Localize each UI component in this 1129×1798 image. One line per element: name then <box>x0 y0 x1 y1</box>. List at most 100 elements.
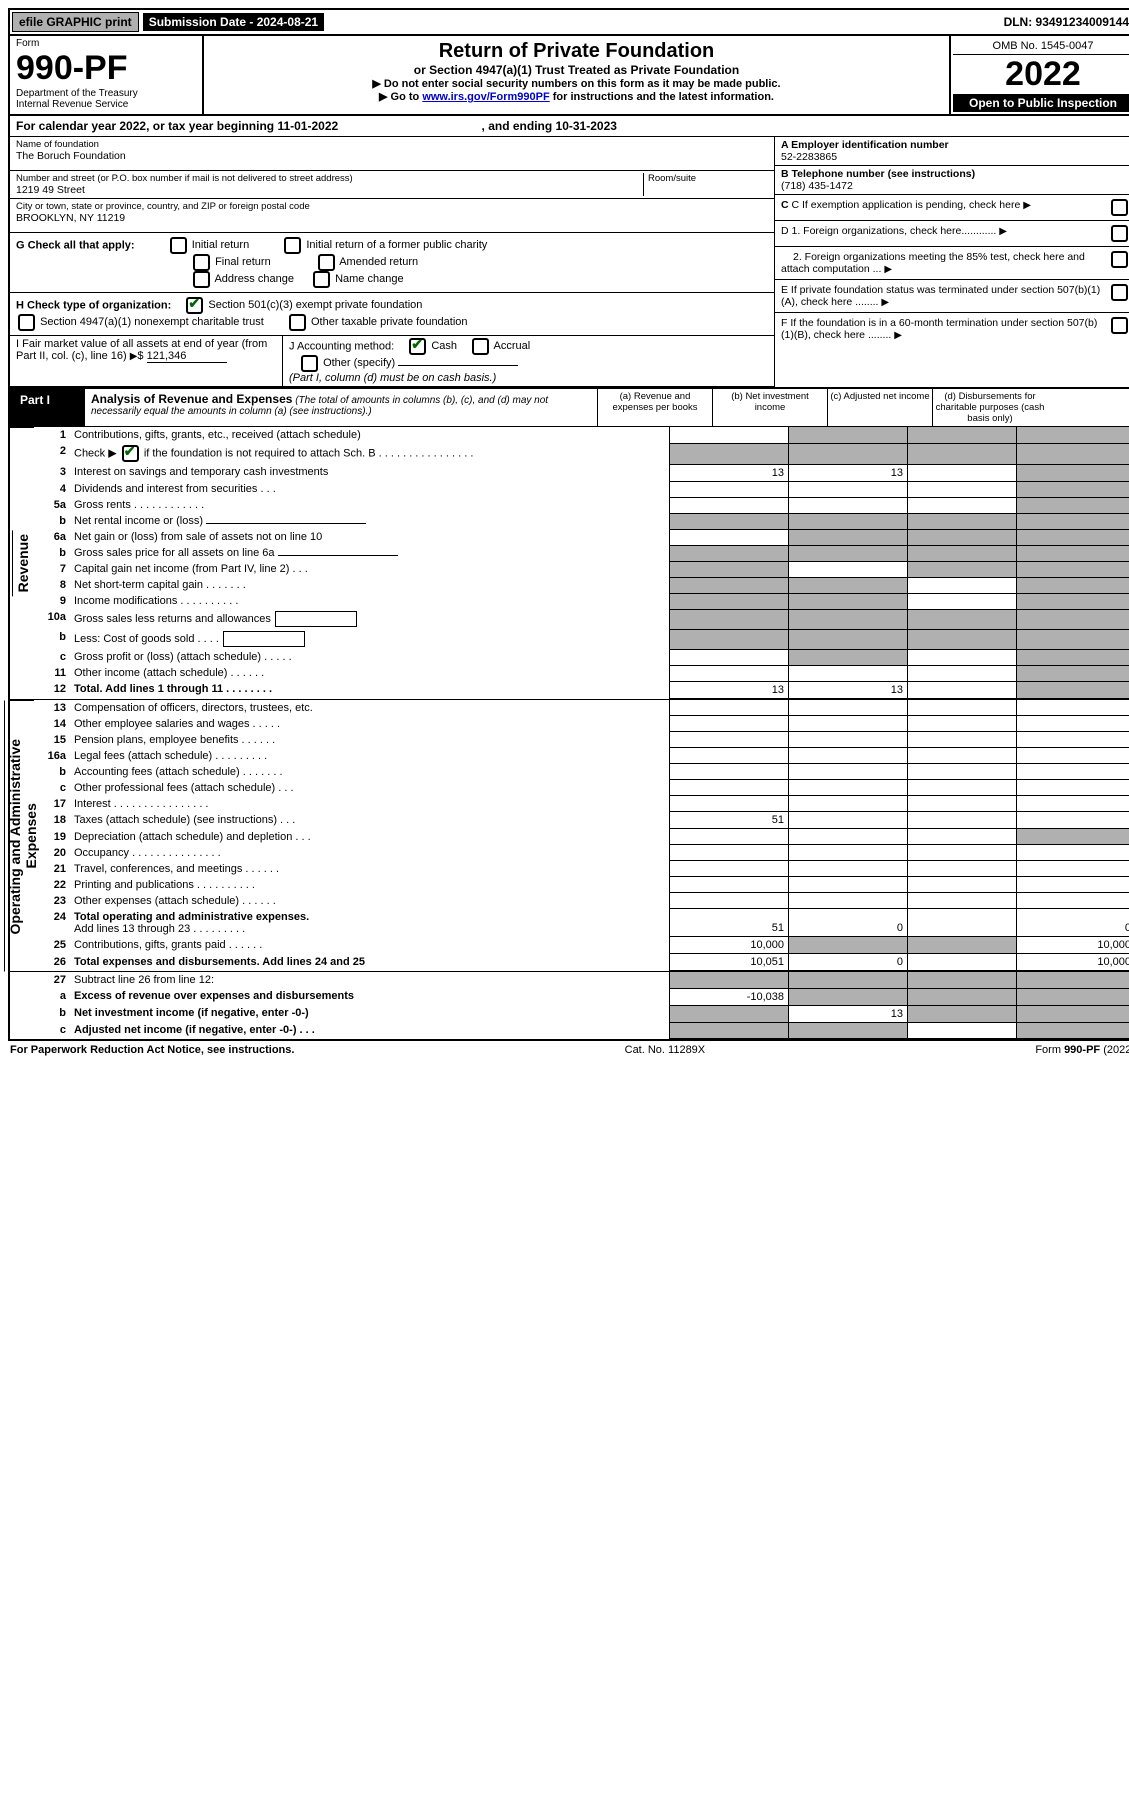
arrow-icon <box>884 263 892 275</box>
line-desc: Net gain or (loss) from sale of assets n… <box>70 529 670 545</box>
line-num: 10a <box>34 609 70 629</box>
d1-label: D 1. Foreign organizations, check here..… <box>781 225 996 237</box>
d1-checkbox[interactable] <box>1111 225 1128 242</box>
j-accrual: Accrual <box>494 340 531 352</box>
g-opt3: Final return <box>215 256 271 268</box>
line-desc: Total. Add lines 1 through 11 . . . . . … <box>70 681 670 698</box>
line-desc: Total operating and administrative expen… <box>70 909 670 937</box>
net-section: 27Subtract line 26 from line 12: aExcess… <box>10 971 1129 1039</box>
part1-title: Analysis of Revenue and Expenses <box>91 392 292 406</box>
form-note1: ▶ Do not enter social security numbers o… <box>208 77 945 90</box>
i-label: I Fair market value of all assets at end… <box>16 338 267 362</box>
c-checkbox[interactable] <box>1111 199 1128 216</box>
schb-checkbox[interactable] <box>122 445 139 462</box>
final-return-checkbox[interactable] <box>193 254 210 271</box>
line-desc: Subtract line 26 from line 12: <box>70 972 670 988</box>
cash-checkbox[interactable] <box>409 338 426 355</box>
efile-button[interactable]: efile GRAPHIC print <box>12 12 139 32</box>
accrual-checkbox[interactable] <box>472 338 489 355</box>
col-d-header: (d) Disbursements for charitable purpose… <box>932 389 1047 426</box>
arrow-icon <box>894 329 902 341</box>
line-desc: Gross sales price for all assets on line… <box>70 545 670 561</box>
d2-checkbox[interactable] <box>1111 251 1128 268</box>
net-table: 27Subtract line 26 from line 12: aExcess… <box>34 972 1129 1039</box>
line-desc: Capital gain net income (from Part IV, l… <box>70 561 670 577</box>
d2-label: 2. Foreign organizations meeting the 85%… <box>781 251 1085 275</box>
line-num: 27 <box>34 972 70 988</box>
footer-left: For Paperwork Reduction Act Notice, see … <box>10 1044 294 1056</box>
arrow-icon <box>881 296 889 308</box>
f-checkbox[interactable] <box>1111 317 1128 334</box>
expenses-section: Operating and Administrative Expenses 13… <box>10 699 1129 972</box>
line-num: b <box>34 1005 70 1022</box>
line-num: 6a <box>34 529 70 545</box>
j-cash: Cash <box>431 340 457 352</box>
h-opt3: Other taxable private foundation <box>311 316 468 328</box>
line-desc: Gross profit or (loss) (attach schedule)… <box>70 649 670 665</box>
form-label: Form <box>16 38 196 49</box>
line-desc: Other professional fees (attach schedule… <box>70 780 670 796</box>
4947a1-checkbox[interactable] <box>18 314 35 331</box>
revenue-side-label: Revenue <box>12 530 33 596</box>
e-label: E If private foundation status was termi… <box>781 284 1100 308</box>
revenue-section: Revenue 1Contributions, gifts, grants, e… <box>10 427 1129 699</box>
j-other: Other (specify) <box>323 357 395 369</box>
arrow-icon <box>999 225 1007 237</box>
line-num: 9 <box>34 593 70 609</box>
cal-year-end: 10-31-2023 <box>556 119 617 133</box>
j-label: J Accounting method: <box>289 340 394 352</box>
h-opt2: Section 4947(a)(1) nonexempt charitable … <box>40 316 264 328</box>
line-num: 1 <box>34 427 70 443</box>
initial-former-checkbox[interactable] <box>284 237 301 254</box>
form-container: efile GRAPHIC print Submission Date - 20… <box>8 8 1129 1041</box>
line-desc: Net investment income (if negative, ente… <box>70 1005 670 1022</box>
calendar-year-row: For calendar year 2022, or tax year begi… <box>10 116 1129 137</box>
ein-label: A Employer identification number <box>781 139 949 151</box>
expenses-table: 13Compensation of officers, directors, t… <box>34 700 1129 972</box>
h-opt1: Section 501(c)(3) exempt private foundat… <box>208 299 422 311</box>
line-desc: Other expenses (attach schedule) . . . .… <box>70 893 670 909</box>
other-method-checkbox[interactable] <box>301 355 318 372</box>
dln-label: DLN: 93491234009144 <box>998 13 1129 31</box>
section-i: I Fair market value of all assets at end… <box>10 336 283 386</box>
f-label: F If the foundation is in a 60-month ter… <box>781 317 1097 341</box>
address-change-checkbox[interactable] <box>193 271 210 288</box>
line-num: 5a <box>34 497 70 513</box>
entity-info: Name of foundation The Boruch Foundation… <box>10 137 1129 387</box>
line-desc: Pension plans, employee benefits . . . .… <box>70 732 670 748</box>
e-checkbox[interactable] <box>1111 284 1128 301</box>
room-label: Room/suite <box>648 173 768 184</box>
section-j: J Accounting method: Cash Accrual Other … <box>283 336 774 386</box>
name-change-checkbox[interactable] <box>313 271 330 288</box>
footer-right: Form 990-PF (2022) <box>1035 1044 1129 1056</box>
g-opt2: Initial return of a former public charit… <box>306 239 487 251</box>
section-h: H Check type of organization: Section 50… <box>10 293 774 335</box>
foundation-city: BROOKLYN, NY 11219 <box>16 212 768 224</box>
line-num: 7 <box>34 561 70 577</box>
line-desc: Less: Cost of goods sold . . . . <box>70 629 670 649</box>
revenue-table: 1Contributions, gifts, grants, etc., rec… <box>34 427 1129 699</box>
cal-year-mid: , and ending <box>482 119 556 133</box>
col-b-header: (b) Net investment income <box>712 389 827 426</box>
line-desc: Adjusted net income (if negative, enter … <box>70 1022 670 1038</box>
line-desc: Depreciation (attach schedule) and deple… <box>70 829 670 845</box>
irs-label: Internal Revenue Service <box>16 99 196 110</box>
initial-return-checkbox[interactable] <box>170 237 187 254</box>
g-opt4: Amended return <box>339 256 418 268</box>
line-desc: Contributions, gifts, grants, etc., rece… <box>70 427 670 443</box>
part1-desc: Analysis of Revenue and Expenses (The to… <box>85 389 597 426</box>
line-desc: Total expenses and disbursements. Add li… <box>70 954 670 971</box>
amended-return-checkbox[interactable] <box>318 254 335 271</box>
instructions-link[interactable]: www.irs.gov/Form990PF <box>422 91 549 103</box>
other-taxable-checkbox[interactable] <box>289 314 306 331</box>
form-number: 990-PF <box>16 49 196 88</box>
line-desc: Printing and publications . . . . . . . … <box>70 877 670 893</box>
g-opt1: Initial return <box>192 239 249 251</box>
line-desc: Net rental income or (loss) <box>70 513 670 529</box>
city-label: City or town, state or province, country… <box>16 201 768 212</box>
part1-label: Part I <box>10 389 85 426</box>
dept-label: Department of the Treasury <box>16 88 196 99</box>
fmv-value: 121,346 <box>147 350 227 363</box>
line-num: 12 <box>34 681 70 698</box>
501c3-checkbox[interactable] <box>186 297 203 314</box>
